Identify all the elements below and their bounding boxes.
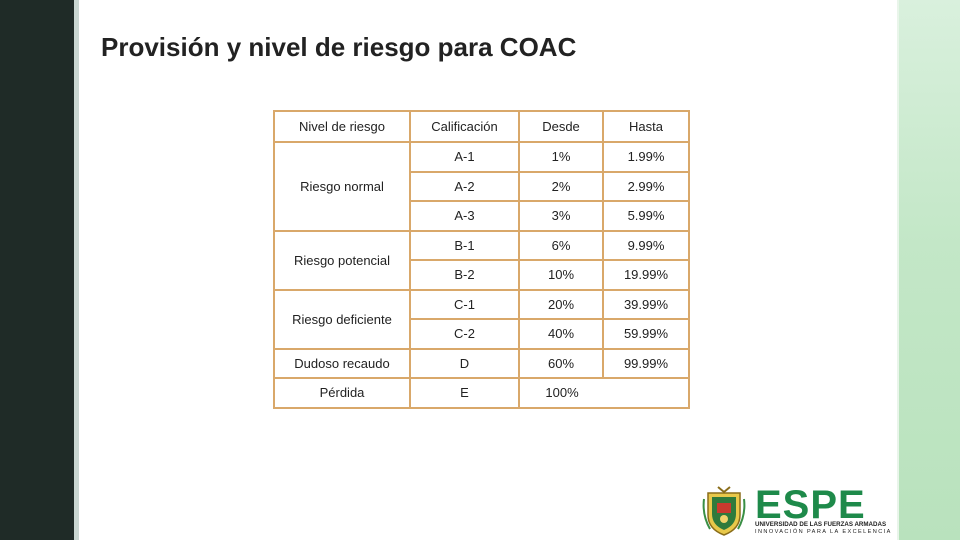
group-riesgo-potencial: Riesgo potencial [273,229,411,291]
header-hasta: Hasta [602,110,690,143]
cell-desde: 6% [518,229,604,261]
table-row: A-3 3% 5.99% [274,200,690,232]
group-riesgo-deficiente: Riesgo deficiente [273,288,411,350]
table-row: Pérdida E 100% [273,377,690,409]
brand-tagline: INNOVACIÓN PARA LA EXCELENCIA [755,529,892,535]
table-row: Riesgo normal A-1 1% 1.99% [273,141,690,232]
cell-calificacion: A-1 [409,141,520,173]
cell-calificacion: E [409,377,520,409]
header-calificacion: Calificación [409,110,520,143]
left-decor-edge [74,0,79,540]
header-nivel: Nivel de riesgo [273,110,411,143]
table-row: C-2 40% 59.99% [274,318,690,350]
cell-desde: 10% [518,259,604,291]
cell-calificacion: B-1 [409,229,520,261]
risk-table: Nivel de riesgo Calificación Desde Hasta… [273,110,690,409]
table-header-row: Nivel de riesgo Calificación Desde Hasta [273,110,690,143]
brand-name: ESPE [755,483,866,527]
cell-desde: 20% [518,288,604,320]
cell-calificacion: A-2 [409,170,520,202]
cell-calificacion: C-1 [409,288,520,320]
cell-desde: 40% [518,318,604,350]
group-dudoso-recaudo: Dudoso recaudo [273,347,411,379]
right-decor-panel [897,0,960,540]
cell-hasta: 5.99% [602,200,690,232]
table-row: Riesgo deficiente C-1 20% 39.99% [273,288,690,350]
header-desde: Desde [518,110,604,143]
brand-subtitle: UNIVERSIDAD DE LAS FUERZAS ARMADAS [755,521,887,528]
cell-hasta: 59.99% [602,318,690,350]
cell-desde: 60% [518,347,604,379]
table-row: Dudoso recaudo D 60% 99.99% [273,347,690,379]
table-row: Riesgo potencial B-1 6% 9.99% [273,229,690,291]
cell-calificacion: C-2 [409,318,520,350]
university-emblem-icon [702,486,746,536]
cell-calificacion: D [409,347,520,379]
espe-logo: ESPE UNIVERSIDAD DE LAS FUERZAS ARMADAS … [700,483,896,541]
merged-value: 100% [545,385,579,401]
cell-hasta: 39.99% [602,288,690,320]
table-row: A-2 2% 2.99% [274,170,690,202]
table-row: B-2 10% 19.99% [274,259,690,291]
right-decor-line [897,0,899,540]
cell-calificacion: A-3 [409,200,520,232]
slide-title: Provisión y nivel de riesgo para COAC [101,32,577,62]
cell-calificacion: B-2 [409,259,520,291]
group-perdida: Pérdida [273,377,411,409]
cell-desde: 1% [518,141,604,173]
cell-hasta: 19.99% [602,259,690,291]
cell-hasta: 99.99% [602,347,690,379]
cell-hasta: 2.99% [602,170,690,202]
cell-desde: 3% [518,200,604,232]
cell-hasta: 9.99% [602,229,690,261]
cell-desde: 2% [518,170,604,202]
left-decor-bar [0,0,74,540]
group-riesgo-normal: Riesgo normal [273,141,411,232]
cell-desde-hasta-merged: 100% [518,377,690,409]
cell-hasta: 1.99% [602,141,690,173]
